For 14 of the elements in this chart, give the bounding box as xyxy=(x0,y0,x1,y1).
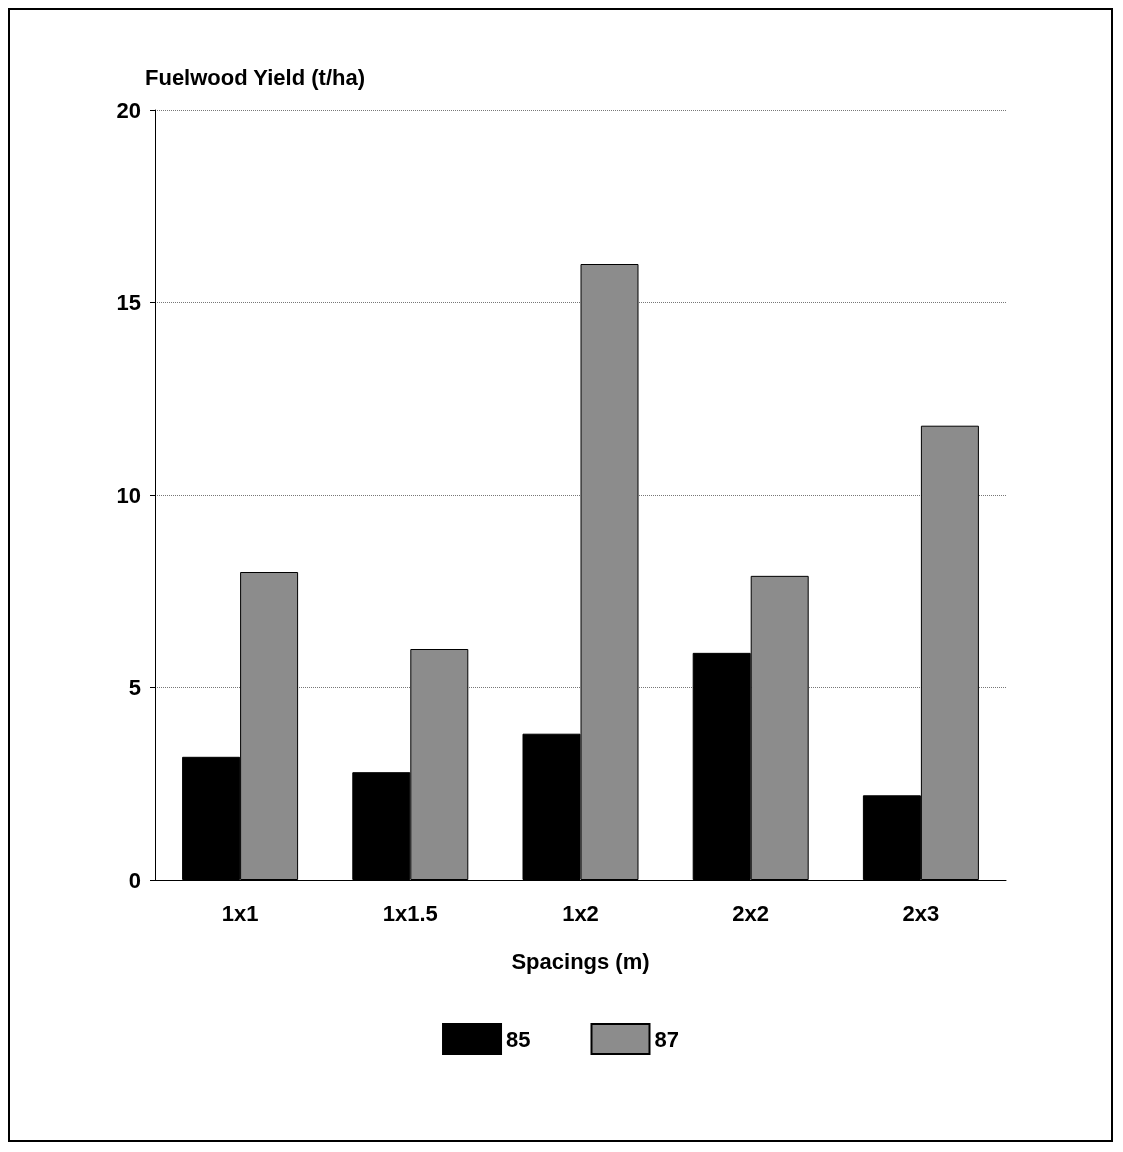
y-tick-label: 20 xyxy=(116,97,141,123)
y-tick-label: 5 xyxy=(128,675,141,700)
x-tick-label: 2x2 xyxy=(732,900,770,926)
y-tick-label: 0 xyxy=(128,867,141,893)
legend-label: 85 xyxy=(506,1026,531,1052)
y-tick-label: 10 xyxy=(116,482,141,508)
legend-label: 87 xyxy=(654,1026,679,1052)
y-axis-title: Fuelwood Yield (t/ha) xyxy=(145,64,365,90)
x-tick-label: 1x1 xyxy=(221,900,259,926)
x-tick-label: 1x2 xyxy=(562,900,599,926)
x-tick-label: 1x1.5 xyxy=(382,900,438,926)
x-axis-title: Spacings (m) xyxy=(511,948,650,974)
y-tick-label: 15 xyxy=(116,290,141,315)
x-tick-label: 2x3 xyxy=(902,900,940,926)
